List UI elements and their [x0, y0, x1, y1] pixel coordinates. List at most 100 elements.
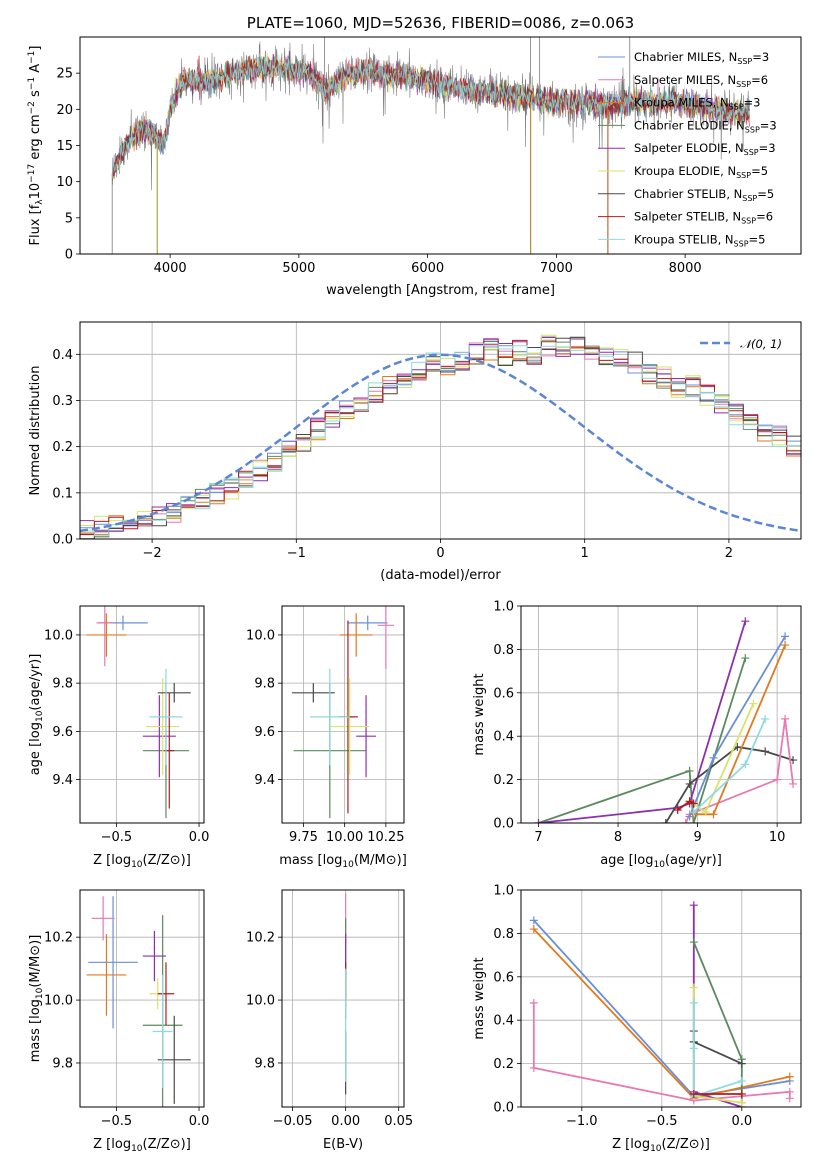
y-tick-label: 9.8 — [254, 1056, 275, 1071]
weight-marker-kroupa_elodie — [689, 983, 698, 992]
y-tick-label: 0.0 — [493, 1101, 514, 1116]
y-tick-label: 10.0 — [44, 628, 73, 643]
x-tick-label: −0.5 — [646, 1114, 678, 1129]
weight-marker-chabrier_miles — [709, 753, 718, 762]
x-axis-label: Z [log10(Z/Z⊙)] — [93, 853, 191, 870]
y-tick-label: 0 — [65, 248, 73, 263]
legend-entry: Chabrier MILES, NSSP=3 — [634, 50, 769, 66]
weight-marker-kroupa_miles — [529, 925, 538, 934]
histogram-chabrier_stelib — [80, 336, 801, 539]
weight-marker-salpeter_miles — [529, 1063, 538, 1072]
x-tick-label: −0.05 — [273, 1114, 313, 1129]
legend-entry: 𝒩(0, 1) — [740, 337, 782, 351]
y-tick-label: 9.8 — [52, 1056, 73, 1071]
y-tick-label: 10.2 — [246, 931, 275, 946]
weight-marker-salpeter_elodie — [534, 819, 543, 823]
y-axis-label: mass weight — [472, 957, 487, 1039]
weight-marker-salpeter_miles — [785, 1094, 794, 1103]
y-tick-label: 0.4 — [493, 730, 514, 745]
x-tick-label: 10.00 — [326, 830, 363, 845]
weight-marker-kroupa_stelib — [689, 998, 698, 1007]
y-tick-label: 9.4 — [254, 773, 275, 788]
weight-marker-chabrier_stelib — [661, 819, 670, 823]
weight-lines — [534, 617, 798, 823]
weight-marker-chabrier_elodie — [741, 654, 750, 663]
histogram-salpeter_elodie — [80, 337, 801, 539]
y-tick-label: 1.0 — [493, 884, 514, 899]
legend-entry: Chabrier ELODIE, NSSP=3 — [634, 118, 777, 134]
axes-frame — [79, 889, 205, 1108]
legend-entry: Kroupa ELODIE, NSSP=5 — [634, 164, 768, 180]
axes-frame — [520, 605, 802, 824]
x-axis-label: E(B-V) — [323, 1137, 363, 1152]
weight-marker-salpeter_miles — [781, 714, 790, 723]
y-tick-label: 0.2 — [493, 1057, 514, 1072]
y-tick-label: 25 — [56, 67, 73, 82]
y-tick-label: 5 — [65, 211, 73, 226]
x-tick-label: 0.0 — [731, 1114, 752, 1129]
weight-marker-salpeter_stelib — [737, 1089, 746, 1098]
legend-entry: Salpeter ELODIE, NSSP=3 — [634, 141, 776, 157]
x-tick-label: 9 — [693, 830, 701, 845]
y-tick-label: 15 — [56, 139, 73, 154]
weight-marker-chabrier_elodie — [685, 766, 694, 775]
weight-marker-chabrier_stelib — [685, 779, 694, 788]
x-tick-label: 0.0 — [189, 1114, 210, 1129]
y-axis-label: mass [log10(M/M⊙)] — [28, 935, 45, 1063]
weight-marker-kroupa_miles — [709, 810, 718, 819]
x-tick-label: 2 — [725, 546, 733, 561]
errorbars — [86, 606, 191, 819]
weight-line-kroupa_miles — [693, 644, 786, 816]
y-tick-label: 10.0 — [246, 994, 275, 1009]
weight-marker-chabrier_elodie — [689, 938, 698, 947]
weight-line-chabrier_elodie — [538, 657, 747, 823]
weight-line-chabrier_stelib — [692, 1031, 743, 1065]
x-tick-label: 4000 — [154, 261, 187, 276]
weight_vs_Z-panel: −1.0 −0.5 0.0 0.0 0.2 0.4 0.6 0.8 1.0 Z [log10(Z/… — [472, 884, 802, 1154]
x-tick-label: 10 — [769, 830, 786, 845]
weight-marker-chabrier_miles — [529, 916, 538, 925]
x-tick-label: 8 — [614, 830, 622, 845]
weight-marker-salpeter_stelib — [689, 1089, 698, 1098]
weight-marker-chabrier_miles — [781, 632, 790, 641]
x-tick-label: 10.25 — [367, 830, 404, 845]
weight-marker-kroupa_miles — [785, 1072, 794, 1081]
weight-marker-kroupa_elodie — [701, 808, 710, 817]
y-tick-label: 0.3 — [52, 394, 73, 409]
y-tick-label: 0.8 — [493, 927, 514, 942]
axes-frame — [79, 321, 802, 540]
errorbars — [291, 606, 395, 819]
legend-entry: Chabrier STELIB, NSSP=5 — [634, 187, 774, 203]
x-tick-label: 0.00 — [331, 1114, 360, 1129]
y-tick-label: 9.8 — [52, 677, 73, 692]
y-axis-label: age [log10(age/yr)] — [28, 654, 45, 776]
weight-marker-kroupa_stelib — [737, 1076, 746, 1085]
histograms — [80, 334, 801, 539]
y-axis-label: mass weight — [472, 673, 487, 755]
histogram-salpeter_stelib — [80, 339, 801, 539]
weight_vs_age-panel: 7 8 9 10 0.0 0.2 0.4 0.6 0.8 1.0 age [log10(age/yr… — [472, 600, 802, 870]
x-axis-label: Z [log10(Z/Z⊙)] — [612, 1137, 710, 1154]
chart-title: PLATE=1060, MJD=52636, FIBERID=0086, z=0… — [247, 14, 634, 32]
legend-entry: Kroupa MILES, NSSP=3 — [634, 96, 760, 112]
weight-marker-salpeter_elodie — [689, 901, 698, 910]
weight-marker-salpeter_miles — [681, 819, 690, 823]
x-axis-label: (data-model)/error — [380, 568, 501, 583]
x-axis-label: age [log10(age/yr)] — [600, 853, 722, 870]
errorbars — [86, 896, 191, 1107]
weight-marker-salpeter_miles — [789, 779, 798, 788]
x-axis-label: Z [log10(Z/Z⊙)] — [93, 1137, 191, 1154]
weight-marker-kroupa_stelib — [689, 808, 698, 817]
y-tick-label: 9.4 — [52, 773, 73, 788]
x-tick-label: 6000 — [411, 261, 444, 276]
x-tick-label: 1 — [581, 546, 589, 561]
x-axis-label: mass [log10(M/M⊙)] — [279, 853, 407, 870]
residuals-panel: −2 −1 0 1 2 0.0 0.1 0.2 0.3 0.4 𝒩(0, 1) (data-model… — [28, 321, 802, 583]
spectrum-legend: Chabrier MILES, NSSP=3 Salpeter MILES, NS… — [598, 50, 777, 248]
weight-marker-chabrier_elodie — [689, 819, 698, 823]
legend-entry: Salpeter MILES, NSSP=6 — [634, 73, 768, 89]
x-tick-label: 7 — [534, 830, 542, 845]
axes-frame — [520, 889, 802, 1108]
age_vs_mass-panel: 9.75 10.00 10.25 9.4 9.6 9.8 10.0 mass [log10(M… — [246, 605, 407, 870]
